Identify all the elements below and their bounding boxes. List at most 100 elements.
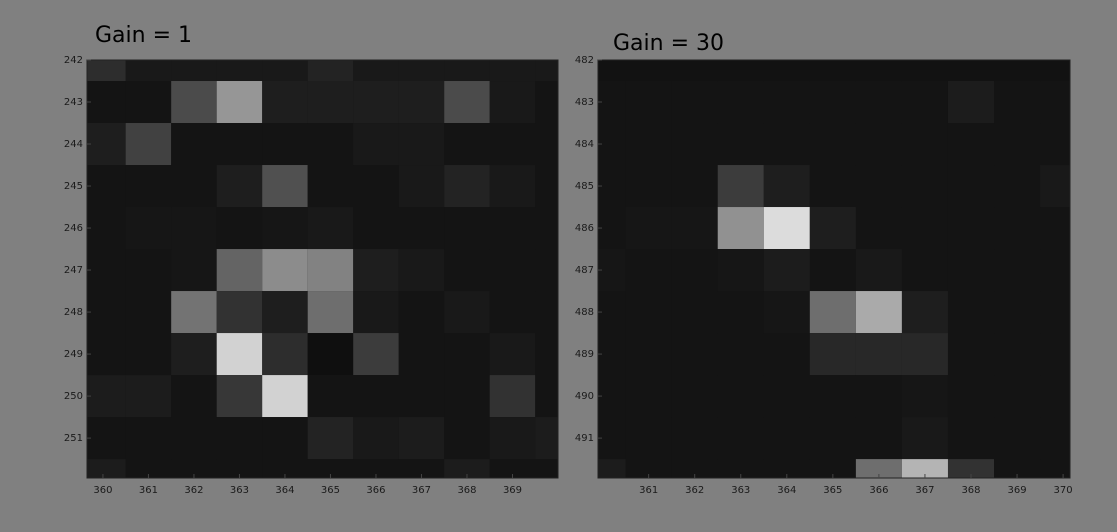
- cell: [902, 207, 948, 249]
- cell: [399, 375, 445, 417]
- chart-title: Gain = 1: [95, 23, 192, 48]
- x-tick-label: 365: [823, 485, 842, 496]
- cell: [353, 207, 399, 249]
- x-tick-label: 363: [731, 485, 750, 496]
- cell: [490, 333, 536, 375]
- cell: [399, 417, 445, 459]
- cell: [308, 333, 354, 375]
- cell: [353, 81, 399, 123]
- cells: [580, 39, 1087, 501]
- cell: [626, 333, 672, 375]
- cell: [764, 417, 810, 459]
- x-tick-label: 368: [457, 485, 476, 496]
- cell: [444, 249, 490, 291]
- cell: [444, 207, 490, 249]
- x-tick-label: 368: [961, 485, 980, 496]
- cell: [810, 291, 856, 333]
- cell: [217, 417, 263, 459]
- cell: [672, 207, 718, 249]
- x-tick-label: 364: [275, 485, 294, 496]
- cell: [126, 123, 172, 165]
- cell: [399, 123, 445, 165]
- cell: [764, 207, 810, 249]
- cell: [171, 333, 217, 375]
- x-tick-label: 366: [869, 485, 888, 496]
- cell: [444, 291, 490, 333]
- cell: [948, 249, 994, 291]
- y-tick-label: 247: [64, 265, 83, 276]
- cell: [902, 165, 948, 207]
- cell: [718, 375, 764, 417]
- cells: [80, 39, 581, 501]
- cell: [490, 81, 536, 123]
- cell: [672, 375, 718, 417]
- y-tick-label: 484: [575, 139, 594, 150]
- cell: [262, 207, 308, 249]
- page: 3603613623633643653663673683692422432442…: [0, 0, 1117, 532]
- cell: [764, 333, 810, 375]
- cell: [308, 207, 354, 249]
- y-tick-label: 246: [64, 223, 83, 234]
- x-tick-label: 362: [184, 485, 203, 496]
- cell: [626, 291, 672, 333]
- cell: [171, 123, 217, 165]
- cell: [399, 249, 445, 291]
- cell: [994, 333, 1040, 375]
- cell: [856, 207, 902, 249]
- cell: [626, 165, 672, 207]
- cell: [490, 417, 536, 459]
- cell: [764, 123, 810, 165]
- cell: [948, 207, 994, 249]
- cell: [856, 249, 902, 291]
- cell: [948, 81, 994, 123]
- cell: [399, 291, 445, 333]
- cell: [262, 417, 308, 459]
- cell: [810, 333, 856, 375]
- cell: [856, 165, 902, 207]
- cell: [308, 165, 354, 207]
- y-tick-label: 244: [64, 139, 83, 150]
- cell: [171, 291, 217, 333]
- cell: [308, 417, 354, 459]
- cell: [126, 165, 172, 207]
- cell: [626, 81, 672, 123]
- cell: [353, 375, 399, 417]
- x-tick-label: 360: [93, 485, 112, 496]
- cell: [672, 417, 718, 459]
- cell: [764, 291, 810, 333]
- cell: [626, 249, 672, 291]
- cell: [353, 123, 399, 165]
- cell: [126, 417, 172, 459]
- cell: [856, 333, 902, 375]
- cell: [444, 375, 490, 417]
- cell: [994, 207, 1040, 249]
- y-tick-label: 483: [575, 97, 594, 108]
- cell: [308, 123, 354, 165]
- x-tick-label: 367: [412, 485, 431, 496]
- cell: [764, 375, 810, 417]
- cell: [171, 81, 217, 123]
- cell: [672, 333, 718, 375]
- cell: [490, 207, 536, 249]
- cell: [718, 81, 764, 123]
- cell: [399, 333, 445, 375]
- cell: [444, 81, 490, 123]
- cell: [718, 291, 764, 333]
- cell: [262, 81, 308, 123]
- cell: [902, 333, 948, 375]
- cell: [308, 375, 354, 417]
- y-tick-label: 243: [64, 97, 83, 108]
- cell: [126, 333, 172, 375]
- y-tick-label: 491: [575, 433, 594, 444]
- x-tick-label: 361: [639, 485, 658, 496]
- cell: [217, 249, 263, 291]
- cell: [217, 165, 263, 207]
- cell: [399, 207, 445, 249]
- cell: [994, 81, 1040, 123]
- cell: [948, 417, 994, 459]
- x-tick-label: 363: [230, 485, 249, 496]
- x-tick-label: 367: [915, 485, 934, 496]
- cell: [353, 417, 399, 459]
- cell: [308, 81, 354, 123]
- cell: [902, 81, 948, 123]
